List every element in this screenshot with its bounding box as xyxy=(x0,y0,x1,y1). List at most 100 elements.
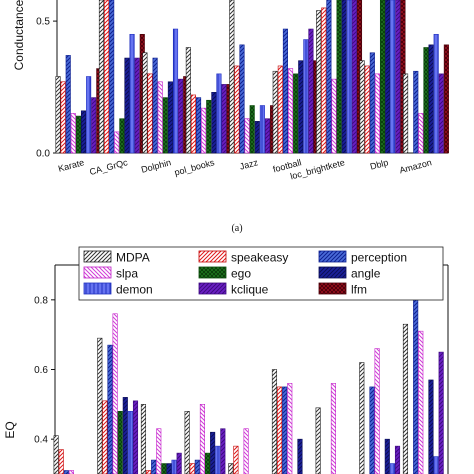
bar-perception xyxy=(369,52,375,154)
bar-angle xyxy=(210,431,216,474)
bar-perception xyxy=(65,55,71,154)
bar-slpa xyxy=(374,348,380,474)
bar-kclique xyxy=(134,57,140,154)
bar-perception xyxy=(369,386,375,474)
bar-demon xyxy=(172,28,179,154)
bar-ego xyxy=(206,99,212,154)
panel-a: Conductance 0.0 0.5 Karate CA_GrQc Dolphin p… xyxy=(12,0,449,234)
bar-perception xyxy=(413,70,419,154)
legend-swatch-slpa xyxy=(83,266,112,279)
bar-angle xyxy=(122,397,128,474)
bar-ego xyxy=(293,73,299,154)
bar-slpa xyxy=(374,73,380,154)
bar-ego xyxy=(379,0,386,154)
bar-demon xyxy=(215,445,221,474)
bar-mdpa xyxy=(142,52,148,154)
bar-kclique xyxy=(351,0,357,154)
bar-mdpa xyxy=(97,337,103,474)
category-label-jazz: Jazz xyxy=(239,157,260,172)
bar-slpa xyxy=(68,470,74,474)
bar-mdpa xyxy=(316,10,322,154)
category-label-karate: Karate xyxy=(57,157,85,174)
bar-mdpa xyxy=(140,404,147,474)
bar-angle xyxy=(428,44,434,154)
bar-ego xyxy=(161,463,167,474)
bar-ego xyxy=(75,115,81,154)
bar-speakeasy xyxy=(102,400,108,474)
bar-mdpa xyxy=(403,73,409,154)
bar-speakeasy xyxy=(277,65,283,154)
legend-label-demon: demon xyxy=(116,283,153,297)
bar-demon xyxy=(389,463,395,474)
bar-speakeasy xyxy=(146,470,152,474)
bar-kclique xyxy=(395,0,401,154)
bar-speakeasy xyxy=(233,445,239,474)
legend-swatch-speakeasy xyxy=(198,250,227,263)
panel-a-y-axis-label: Conductance xyxy=(12,0,26,70)
legend-label-slpa: slpa xyxy=(116,267,138,281)
bar-perception xyxy=(107,344,113,474)
bar-slpa xyxy=(243,428,249,474)
bar-speakeasy xyxy=(190,94,197,154)
category-label-dolphin: Dolphin xyxy=(140,157,172,175)
bar-speakeasy xyxy=(321,7,327,154)
legend-label-ego: ego xyxy=(231,267,251,281)
bar-perception xyxy=(196,97,202,154)
legend-label-kclique: kclique xyxy=(231,283,269,297)
bar-mdpa xyxy=(359,362,365,474)
bar-kclique xyxy=(308,28,314,154)
bar-kclique xyxy=(438,351,444,474)
bar-angle xyxy=(297,438,303,474)
legend-box xyxy=(78,246,444,301)
bar-demon xyxy=(346,0,352,154)
bar-perception xyxy=(152,57,158,154)
bar-angle xyxy=(428,379,434,474)
legend-label-speakeasy: speakeasy xyxy=(231,251,288,265)
bar-slpa xyxy=(201,107,207,154)
bar-angle xyxy=(341,0,347,154)
bar-slpa xyxy=(157,81,163,154)
bar-mdpa xyxy=(359,60,365,154)
bar-demon xyxy=(129,33,135,154)
bar-kclique xyxy=(220,428,226,474)
bar-slpa xyxy=(70,113,76,154)
bar-lfm xyxy=(443,44,449,154)
bar-mdpa xyxy=(402,323,409,474)
bar-mdpa xyxy=(272,70,278,154)
legend-swatch-demon xyxy=(83,282,112,295)
bar-perception xyxy=(63,470,69,474)
bar-angle xyxy=(384,438,390,474)
panel-a-y-tick-label: 0.0 xyxy=(36,149,50,160)
panel-b-y-tick-label: 0.4 xyxy=(34,435,48,446)
bar-angle xyxy=(211,92,217,154)
bar-kclique xyxy=(438,73,444,154)
bar-perception xyxy=(413,278,419,474)
legend-swatch-mdpa xyxy=(83,250,112,263)
bar-demon xyxy=(303,39,309,154)
legend-swatch-perception xyxy=(318,250,347,263)
panel-a-y-tick-label: 0.5 xyxy=(36,17,50,28)
bar-demon xyxy=(390,0,396,154)
bar-mdpa xyxy=(228,463,234,474)
bar-angle xyxy=(124,57,130,154)
legend-label-angle: angle xyxy=(351,267,381,281)
bar-speakeasy xyxy=(58,449,64,474)
bar-perception xyxy=(109,0,115,154)
bar-ego xyxy=(162,97,168,154)
bar-slpa xyxy=(418,113,424,154)
panel-b: EQ 0.4 0.6 0.8 MDPA speakeasy perception slpa… xyxy=(3,246,449,474)
bar-slpa xyxy=(199,404,205,474)
bar-kclique xyxy=(264,118,271,154)
bar-ego xyxy=(117,410,123,474)
category-label-dblp: Dblp xyxy=(369,157,389,171)
bar-kclique xyxy=(178,78,184,154)
panel-a-caption: (a) xyxy=(231,223,242,234)
bar-mdpa xyxy=(53,435,59,474)
bar-slpa xyxy=(112,313,118,474)
panel-b-y-tick-label: 0.6 xyxy=(34,365,48,376)
bar-mdpa xyxy=(185,47,191,154)
bar-slpa xyxy=(330,383,336,474)
bar-slpa xyxy=(287,68,294,154)
panel-a-bars xyxy=(55,0,449,154)
